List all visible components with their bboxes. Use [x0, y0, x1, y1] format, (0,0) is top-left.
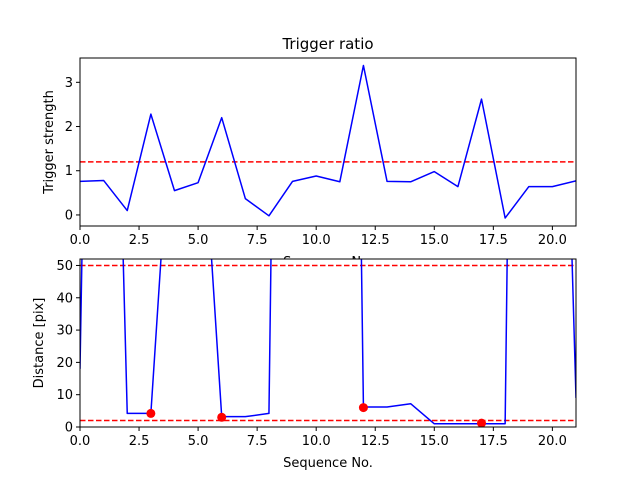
top-plot-area [80, 58, 576, 226]
top-y-tick-label: 3 [65, 76, 73, 91]
top-x-tick-label: 17.5 [479, 233, 508, 248]
top-x-tick-label: 5.0 [188, 233, 209, 248]
top-y-axis-label: Trigger strength [42, 90, 57, 195]
bottom-y-tick-label: 50 [56, 259, 73, 274]
bottom-marker-point-1 [217, 412, 227, 422]
top-x-tick-label: 0.0 [70, 233, 91, 248]
top-plot: Trigger ratio 0.0 2.5 5.0 7.5 10.0 12.5 15.0 17… [42, 35, 577, 248]
top-chart-title: Trigger ratio [281, 35, 373, 53]
bottom-y-tick-label: 40 [56, 291, 73, 306]
bottom-x-tick-label: 5.0 [188, 434, 209, 449]
top-x-tick-label: 7.5 [247, 233, 268, 248]
top-series-line-0 [80, 64, 576, 219]
bottom-x-tick-label: 17.5 [479, 434, 508, 449]
top-plot-frame [79, 57, 577, 227]
bottom-x-tick-label: 20.0 [538, 434, 567, 449]
bottom-marker-point-3 [477, 418, 487, 427]
bottom-plot: Sequence No. 0.0 2.5 5.0 7.5 10.0 12.5 15.0 17.… [32, 255, 577, 471]
bottom-y-tick-label: 20 [56, 356, 73, 371]
top-x-tick-label: 12.5 [361, 233, 390, 248]
top-y-tick-label: 2 [65, 120, 73, 135]
bottom-x-tick-label: 10.0 [302, 434, 331, 449]
bottom-y-tick-label: 30 [56, 324, 73, 339]
bottom-x-tick-label: 15.0 [420, 434, 449, 449]
bottom-marker-point-2 [358, 403, 368, 413]
top-x-tick-label: 20.0 [538, 233, 567, 248]
bottom-plot-area [80, 259, 576, 427]
bottom-y-tick-label: 0 [65, 421, 73, 436]
bottom-plot-frame [79, 258, 577, 428]
bottom-y-axis-label: Distance [pix] [32, 298, 47, 389]
top-x-tick-label: 10.0 [302, 233, 331, 248]
bottom-x-tick-label: 2.5 [129, 434, 150, 449]
top-y-tick-label: 0 [65, 208, 73, 223]
bottom-x-tick-label: 12.5 [361, 434, 390, 449]
bottom-x-tick-label: 0.0 [70, 434, 91, 449]
bottom-marker-point-0 [146, 408, 156, 418]
bottom-x-axis-label: Sequence No. [283, 456, 373, 471]
bottom-x-tick-label: 7.5 [247, 434, 268, 449]
top-y-tick-label: 1 [65, 164, 73, 179]
top-x-tick-label: 15.0 [420, 233, 449, 248]
top-x-tick-label: 2.5 [129, 233, 150, 248]
bottom-y-tick-label: 10 [56, 388, 73, 403]
